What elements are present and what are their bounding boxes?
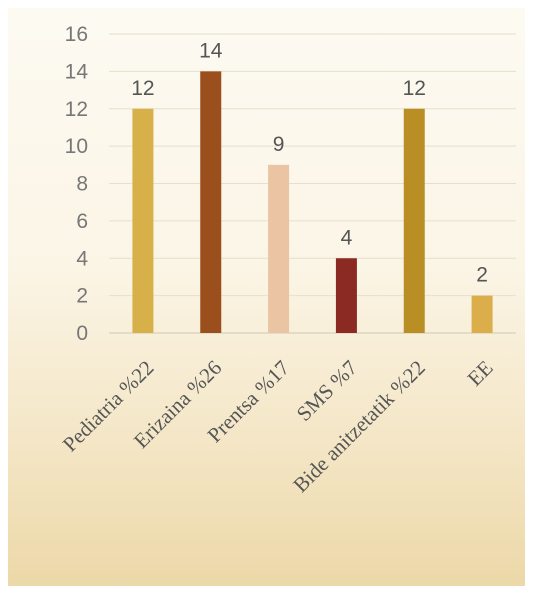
x-tick-label: EE xyxy=(463,356,498,391)
data-label: 14 xyxy=(199,39,223,62)
data-label: 4 xyxy=(341,226,353,249)
data-label: 2 xyxy=(476,264,488,287)
y-tick-label: 8 xyxy=(76,173,88,196)
y-tick-label: 6 xyxy=(76,210,88,233)
bar xyxy=(335,258,357,333)
x-tick-label: SMS %7 xyxy=(292,356,362,426)
y-tick-label: 4 xyxy=(76,247,88,270)
data-label: 12 xyxy=(403,77,426,100)
chart-area: 0 2 4 6 8 10 12 14 16 12 14 9 4 12 2 Pediatria %22 Eri… xyxy=(8,8,525,586)
y-tick-label: 12 xyxy=(65,98,88,121)
y-tick-label: 16 xyxy=(65,23,88,46)
bar xyxy=(200,71,222,333)
y-tick-label: 10 xyxy=(65,135,88,158)
y-tick-label: 0 xyxy=(76,322,88,345)
x-tick-label: Bide anitzetatik %22 xyxy=(288,356,430,498)
data-label: 9 xyxy=(273,133,285,156)
data-label: 12 xyxy=(131,77,154,100)
bar xyxy=(268,164,290,333)
bar xyxy=(403,108,425,333)
bar xyxy=(132,108,154,333)
y-tick-label: 14 xyxy=(65,60,89,83)
bar xyxy=(471,295,493,333)
y-tick-label: 2 xyxy=(76,285,88,308)
